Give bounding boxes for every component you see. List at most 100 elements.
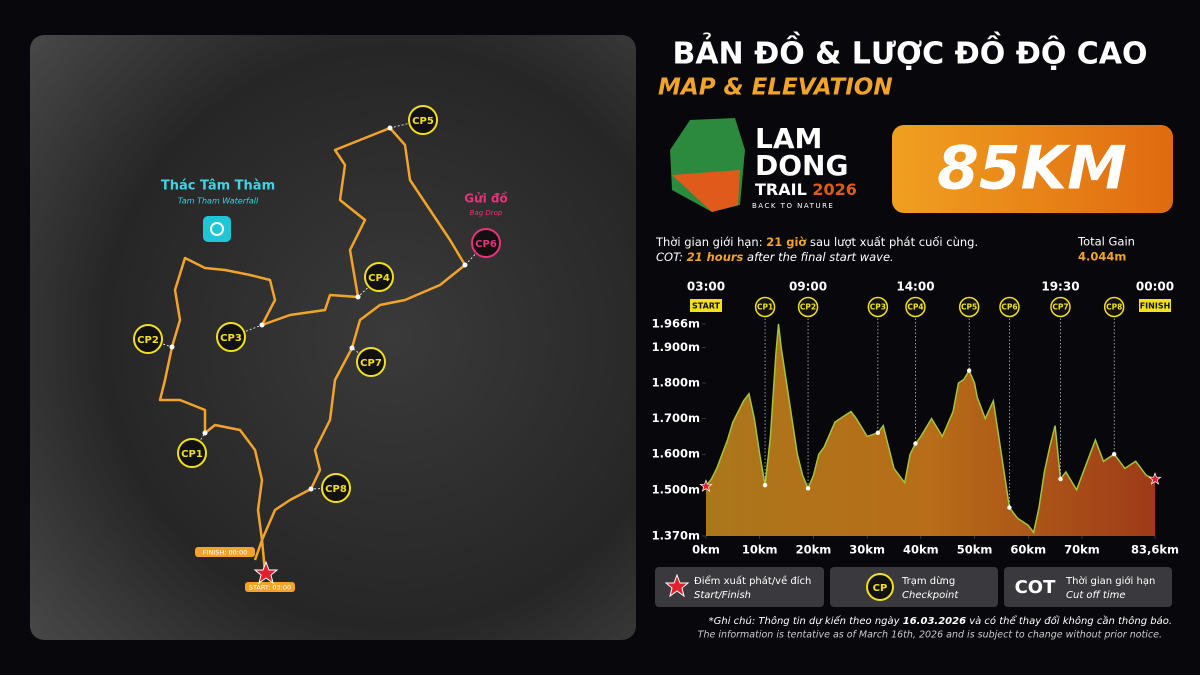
start-time: START: 03:00	[249, 584, 291, 592]
time-box-label: START	[692, 302, 721, 311]
y-tick-label: 1.600m	[652, 447, 700, 461]
legend-box	[655, 567, 824, 607]
elevation-line	[705, 323, 1156, 535]
legend-star	[664, 573, 690, 598]
start-finish-star	[699, 479, 713, 492]
checkpoint-marker	[356, 347, 386, 377]
checkpoint-dot	[1111, 451, 1117, 457]
x-tick-label: 0km	[692, 543, 720, 557]
route-dot	[259, 322, 265, 328]
checkpoint-label: CP7	[360, 358, 382, 369]
route-dot	[462, 262, 468, 268]
distance: 85KM	[937, 134, 1127, 204]
time-label: 19:30	[1041, 280, 1079, 294]
waterfall-name: Thác Tâm Thàm	[161, 179, 275, 194]
checkpoint-badge-label: CP7	[1052, 303, 1068, 312]
x-tick-label: 10km	[742, 543, 778, 557]
legend-title: Thời gian giới hạn	[1065, 575, 1155, 587]
legend-icon-text: COT	[1015, 577, 1057, 598]
y-tick-label: 1.966m	[652, 317, 700, 331]
checkpoint-badge	[1050, 296, 1071, 318]
camera-icon	[203, 216, 231, 242]
logo-tagline: BACK TO NATURE	[752, 202, 834, 210]
checkpoint-dot	[913, 441, 918, 446]
legend-icon-text: CP	[873, 583, 888, 594]
x-tick-label: 83,6km	[1131, 543, 1179, 557]
legend-subtitle: Checkpoint	[902, 590, 959, 601]
start-star	[253, 560, 279, 585]
checkpoint-label: CP6	[475, 239, 497, 250]
legend-cp-icon	[866, 573, 894, 601]
note: *Ghi chú: Thông tin dự kiến theo ngày 16…	[709, 614, 1172, 627]
time-box	[690, 299, 722, 312]
start-finish-star	[1148, 472, 1162, 485]
checkpoint-marker	[133, 324, 163, 354]
checkpoint-marker	[408, 105, 438, 135]
checkpoint-marker	[216, 322, 246, 352]
checkpoint-dot	[875, 430, 881, 436]
x-tick-label: 30km	[849, 543, 885, 557]
note-english: The information is tentative as of March…	[698, 630, 1162, 641]
checkpoint-marker	[471, 228, 501, 258]
distance-badge	[892, 125, 1173, 213]
checkpoint-label: CP5	[412, 116, 434, 127]
checkpoint-badge-label: CP4	[907, 303, 923, 312]
legend-subtitle: Start/Finish	[694, 590, 751, 601]
route-dot	[387, 125, 393, 131]
legend-box	[1004, 567, 1172, 607]
waterfall-name-en: Tam Tham Waterfall	[178, 197, 259, 206]
y-tick-label: 1.700m	[652, 411, 700, 425]
x-tick-label: 50km	[957, 543, 993, 557]
y-tick-label: 1.370m	[652, 529, 700, 543]
route	[158, 126, 467, 573]
checkpoint-badge	[1103, 296, 1125, 318]
checkpoint-badge-label: CP2	[800, 303, 816, 312]
time-limit: Thời gian giới hạn: 21 giờ sau lượt xuất…	[655, 235, 978, 249]
logo-mark-lower	[672, 170, 740, 212]
logo-dong: DONG	[755, 149, 848, 182]
checkpoint-badge	[797, 296, 819, 318]
checkpoint-label: CP8	[325, 484, 347, 495]
legend-subtitle: Cut off time	[1066, 590, 1126, 601]
gain-value: 4.044m	[1078, 250, 1126, 264]
time-label: 03:00	[687, 280, 725, 294]
bag-drop-name: Gửi đồ	[464, 192, 508, 206]
y-tick-label: 1.800m	[652, 376, 700, 390]
route-dot	[169, 344, 175, 350]
checkpoint-dot	[1007, 505, 1012, 510]
checkpoint-badge-label: CP3	[870, 303, 886, 312]
checkpoint-badge-label: CP5	[961, 303, 977, 312]
route-dot	[355, 294, 361, 300]
camera-lens	[210, 222, 224, 236]
x-tick-label: 60km	[1010, 543, 1046, 557]
checkpoint-badge	[905, 296, 926, 318]
checkpoint-dot	[1058, 476, 1063, 482]
checkpoint-label: CP3	[220, 333, 242, 344]
elevation-chart: 1.370m 1.500m 1.600m 1.700m 1.800m 1.900m 1.96…	[652, 280, 1179, 557]
legend-box	[830, 567, 998, 607]
checkpoint-dot	[762, 482, 768, 488]
x-tick-label: 70km	[1064, 543, 1100, 557]
checkpoint-label: CP2	[137, 335, 159, 346]
y-tick-label: 1.500m	[652, 482, 700, 496]
logo-lam: LAM	[755, 122, 822, 155]
checkpoint-badge	[958, 296, 980, 318]
bag-drop-name-en: Bag Drop	[470, 209, 503, 217]
checkpoint-badge	[867, 296, 889, 318]
x-tick-label: 40km	[903, 543, 939, 557]
checkpoint-dot	[966, 368, 972, 373]
time-box-label: FINISH	[1140, 302, 1171, 311]
cot-info: COT: 21 hours after the final start wave…	[656, 250, 894, 264]
map-panel	[30, 35, 636, 640]
checkpoint-marker	[321, 473, 351, 503]
checkpoint-badge-label: CP1	[757, 303, 773, 312]
legend-title: Điểm xuất phát/về đích	[694, 574, 811, 587]
map-checkpoints: CP1 CP2 CP3 CP4 CP5 CP6 CP7 CP8	[133, 105, 501, 503]
legend-title: Trạm dừng	[901, 575, 955, 587]
title: BẢN ĐỒ & LƯỢC ĐỒ ĐỘ CAO	[672, 31, 1147, 72]
checkpoint-marker	[364, 262, 394, 292]
time-label: 00:00	[1136, 280, 1174, 294]
finish-time: FINISH: 00:00	[203, 549, 247, 557]
checkpoint-dot	[805, 486, 811, 491]
